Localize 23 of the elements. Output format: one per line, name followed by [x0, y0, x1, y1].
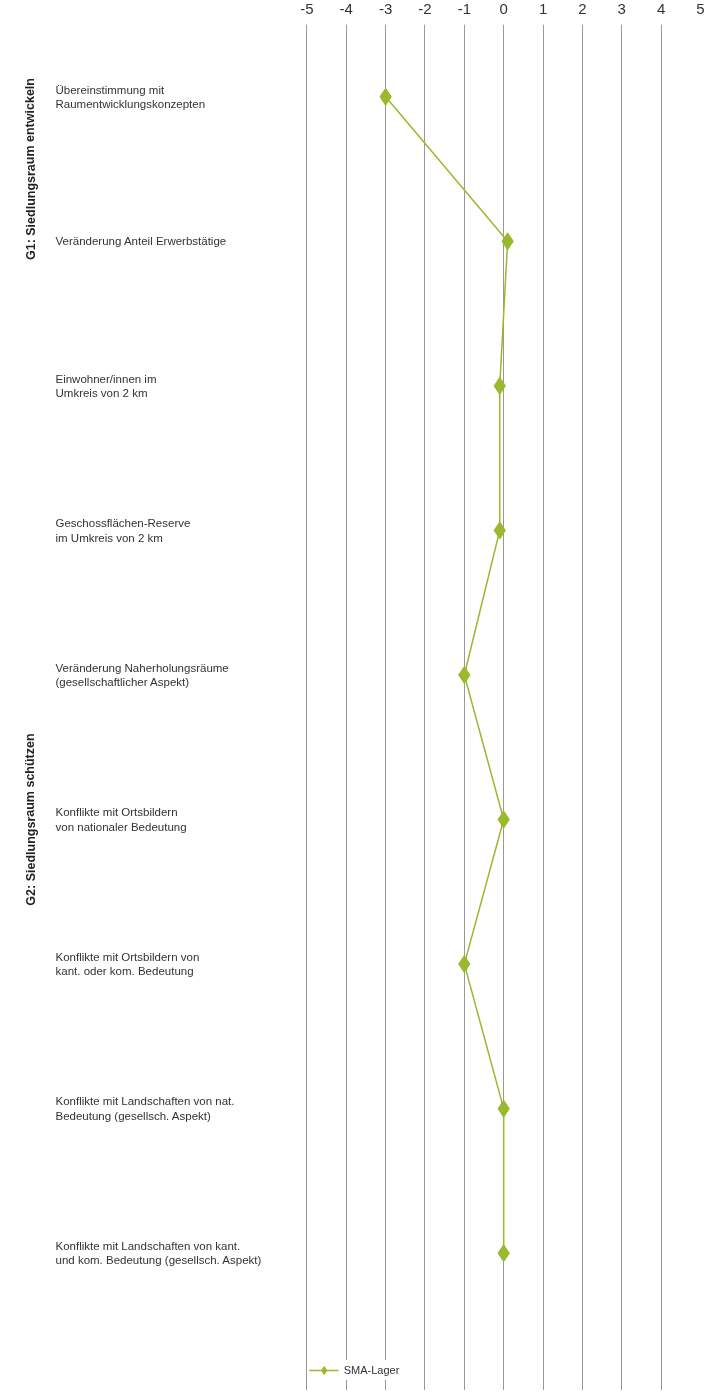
x-tick-label: 0: [499, 0, 508, 17]
legend-label: SMA-Lager: [343, 1364, 400, 1376]
x-tick-label: -1: [457, 0, 471, 17]
text: G1: Siedlungsraum entwickeln: [23, 78, 38, 261]
x-tick-label: 4: [656, 0, 666, 17]
y-tick-label: Einwohner/innen im Umkreis von 2 km: [55, 372, 157, 400]
x-tick-label: -5: [300, 0, 314, 17]
y-tick-label: Konflikte mit Landschaften von nat. Bedeutung (gesellsch. Aspekt): [55, 1095, 235, 1122]
x-tick-label: 2: [578, 0, 587, 17]
y-tick-label: Konflikte mit Landschaften von kant. und kom. Bedeutung (gesellsch. Aspekt): [55, 1239, 262, 1267]
text: G2: Siedlungsraum schützen: [23, 733, 38, 906]
x-tick-label: -3: [378, 0, 393, 17]
x-tick-label: -4: [339, 0, 353, 17]
x-tick-label: -2: [418, 0, 432, 17]
x-tick-label: 1: [538, 0, 548, 17]
x-tick-label: 3: [617, 0, 626, 17]
y-tick-label: Konflikte mit Ortsbildern von nationaler Bedeutung: [55, 806, 187, 833]
y-tick-label: Veränderung Anteil Erwerbstätige: [55, 235, 227, 248]
y-tick-label: Konflikte mit Ortsbildern von kant. oder kom. Bedeutung: [55, 950, 200, 978]
x-tick-label: 5: [696, 0, 705, 17]
y-tick-label: Übereinstimmung mit Raumentwicklungskonzepten: [55, 83, 206, 110]
y-tick-label: Geschossflächen-Reserve im Umkreis von 2 km: [55, 517, 191, 544]
y-tick-label: Veränderung Naherholungsräume (gesellschaftlicher Aspekt): [55, 661, 229, 689]
